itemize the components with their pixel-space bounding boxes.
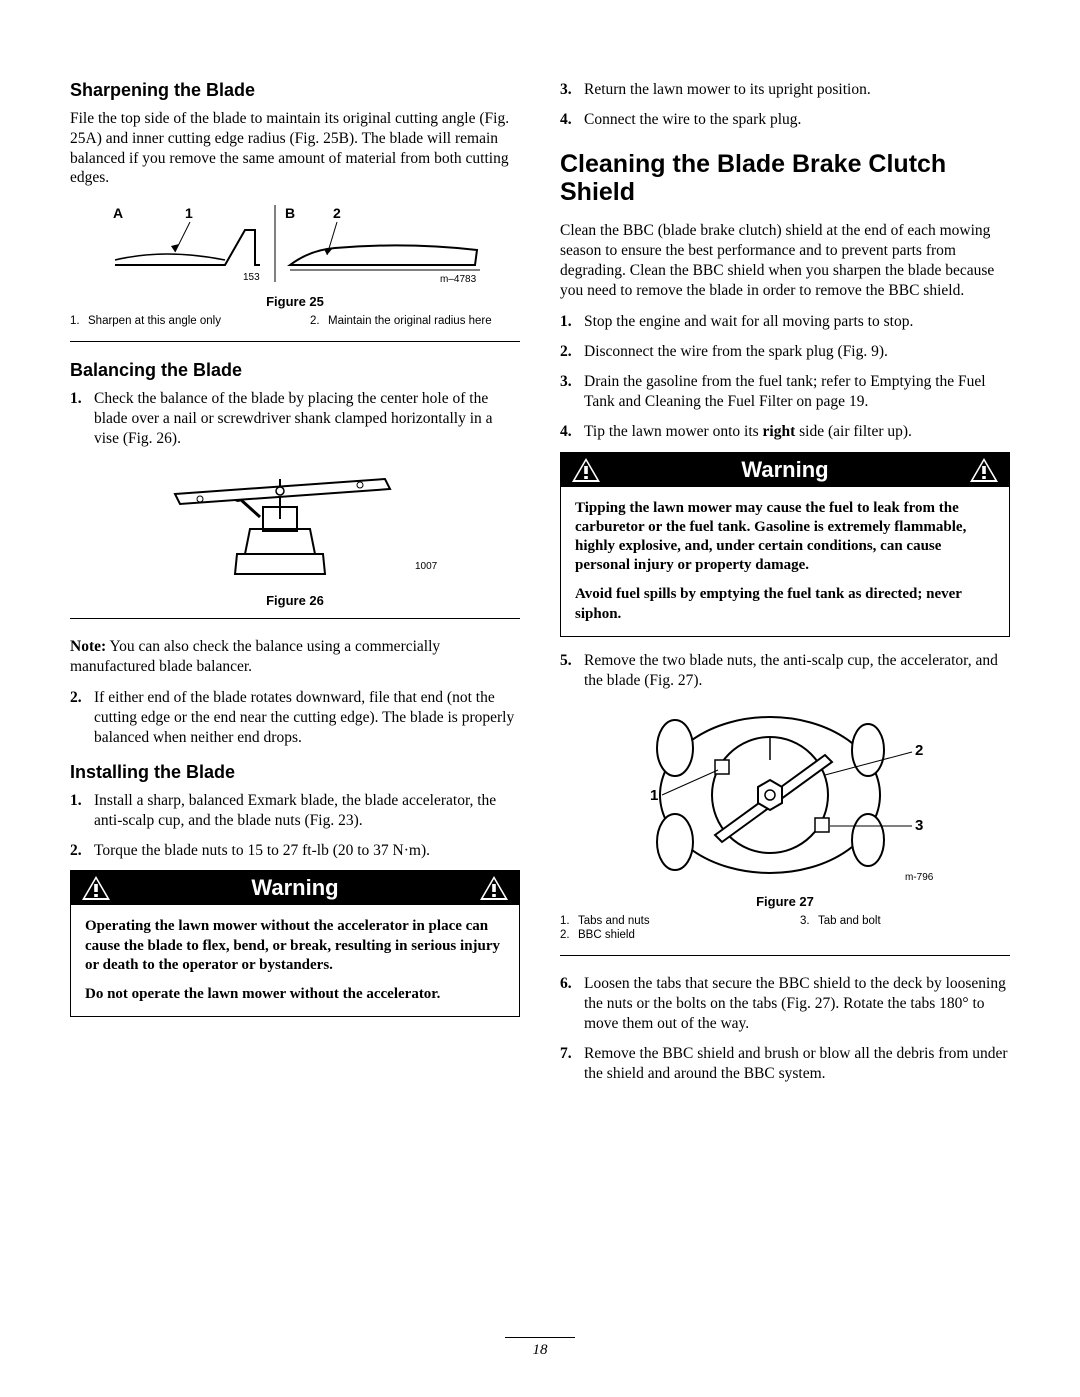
warning-title: Warning	[741, 457, 828, 483]
fig25-ref-left: 153	[243, 272, 260, 283]
warning-body: Tipping the lawn mower may cause the fue…	[561, 487, 1009, 636]
figure-27-svg: 1 2 3 m-796	[620, 700, 950, 890]
installing-step-2: 2. Torque the blade nuts to 15 to 27 ft-…	[70, 841, 520, 861]
sharpening-paragraph: File the top side of the blade to mainta…	[70, 109, 520, 188]
page-number-block: 18	[0, 1337, 1080, 1359]
figure-26: 1007 Figure 26	[70, 459, 520, 608]
fig25-label-a: A	[113, 205, 123, 221]
warning-title: Warning	[251, 875, 338, 901]
fig26-ref: 1007	[415, 561, 438, 572]
installing-step-1: 1. Install a sharp, balanced Exmark blad…	[70, 791, 520, 831]
balancing-note: Note: You can also check the balance usi…	[70, 637, 520, 677]
figure-27-caption: Figure 27	[560, 894, 1010, 909]
figure-26-caption: Figure 26	[70, 593, 520, 608]
warning-icon	[571, 457, 601, 483]
figure-27: 1 2 3 m-796 Figure 27 1.Tabs and nuts 2.…	[560, 700, 1010, 943]
cleaning-step-6: 6.Loosen the tabs that secure the BBC sh…	[560, 974, 1010, 1033]
cleaning-paragraph: Clean the BBC (blade brake clutch) shiel…	[560, 221, 1010, 300]
figure-25-svg: A 1 153 B 2 m–4783	[105, 200, 485, 290]
fig25-label-b: B	[285, 205, 295, 221]
fig25-label-1: 1	[185, 205, 193, 221]
manual-page: Sharpening the Blade File the top side o…	[0, 0, 1080, 1154]
cleaning-step-1: 1.Stop the engine and wait for all movin…	[560, 312, 1010, 332]
figure-27-legend: 1.Tabs and nuts 2.BBC shield 3.Tab and b…	[560, 915, 1010, 943]
cleaning-step-4: 4.Tip the lawn mower onto its right side…	[560, 422, 1010, 442]
warning-icon	[969, 457, 999, 483]
warning-box-fuel: Warning Tipping the lawn mower may cause…	[560, 452, 1010, 637]
page-number: 18	[533, 1342, 548, 1358]
cleaning-step-5: 5.Remove the two blade nuts, the anti-sc…	[560, 651, 1010, 691]
divider	[560, 955, 1010, 956]
heading-installing: Installing the Blade	[70, 762, 520, 783]
cont-step-3: 3. Return the lawn mower to its upright …	[560, 80, 1010, 100]
figure-25-legend: 1.Sharpen at this angle only 2.Maintain …	[70, 315, 520, 329]
cleaning-step-3: 3.Drain the gasoline from the fuel tank;…	[560, 372, 1010, 412]
right-column: 3. Return the lawn mower to its upright …	[560, 80, 1010, 1094]
figure-25: A 1 153 B 2 m–4783 Figure 25	[70, 200, 520, 329]
warning-icon	[479, 875, 509, 901]
warning-body: Operating the lawn mower without the acc…	[71, 905, 519, 1016]
heading-cleaning-bbc: Cleaning the Blade Brake Clutch Shield	[560, 150, 1010, 208]
warning-icon	[81, 875, 111, 901]
warning-header: Warning	[71, 871, 519, 905]
warning-header: Warning	[561, 453, 1009, 487]
cleaning-step-2: 2.Disconnect the wire from the spark plu…	[560, 342, 1010, 362]
cont-step-4: 4. Connect the wire to the spark plug.	[560, 110, 1010, 130]
fig27-ref: m-796	[905, 872, 934, 883]
balancing-step-2: 2. If either end of the blade rotates do…	[70, 688, 520, 747]
fig27-label-3: 3	[915, 817, 923, 834]
heading-sharpening: Sharpening the Blade	[70, 80, 520, 101]
fig27-label-2: 2	[915, 742, 923, 759]
divider	[70, 618, 520, 619]
fig25-ref-right: m–4783	[440, 274, 477, 285]
cleaning-step-7: 7.Remove the BBC shield and brush or blo…	[560, 1044, 1010, 1084]
divider	[70, 341, 520, 342]
fig27-label-1: 1	[650, 787, 658, 804]
balancing-step-1: 1. Check the balance of the blade by pla…	[70, 389, 520, 448]
figure-25-caption: Figure 25	[70, 294, 520, 309]
fig25-label-2: 2	[333, 205, 341, 221]
warning-box-accelerator: Warning Operating the lawn mower without…	[70, 870, 520, 1017]
left-column: Sharpening the Blade File the top side o…	[70, 80, 520, 1094]
heading-balancing: Balancing the Blade	[70, 360, 520, 381]
figure-26-svg: 1007	[145, 459, 445, 589]
